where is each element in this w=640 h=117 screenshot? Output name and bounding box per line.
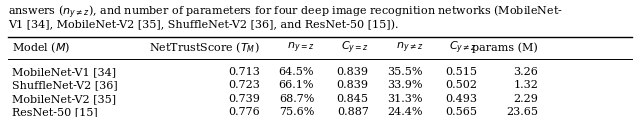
Text: 64.5%: 64.5% (279, 67, 314, 77)
Text: $C_{y=z}$: $C_{y=z}$ (340, 39, 369, 56)
Text: 23.65: 23.65 (506, 107, 538, 117)
Text: 75.6%: 75.6% (279, 107, 314, 117)
Text: 1.32: 1.32 (513, 80, 538, 90)
Text: $n_{y=z}$: $n_{y=z}$ (287, 40, 314, 55)
Text: 0.723: 0.723 (228, 80, 260, 90)
Text: 2.29: 2.29 (513, 94, 538, 104)
Text: V1 [34], MobileNet-V2 [35], ShuffleNet-V2 [36], and ResNet-50 [15]).: V1 [34], MobileNet-V2 [35], ShuffleNet-V… (8, 20, 398, 30)
Text: 0.839: 0.839 (337, 67, 369, 77)
Text: 68.7%: 68.7% (279, 94, 314, 104)
Text: answers ($n_{y\neq z}$), and number of parameters for four deep image recognitio: answers ($n_{y\neq z}$), and number of p… (8, 4, 563, 21)
Text: 33.9%: 33.9% (388, 80, 423, 90)
Text: 0.502: 0.502 (445, 80, 477, 90)
Text: 0.839: 0.839 (337, 80, 369, 90)
Text: $C_{y\neq z}$: $C_{y\neq z}$ (449, 39, 477, 56)
Text: 0.845: 0.845 (337, 94, 369, 104)
Text: 0.515: 0.515 (445, 67, 477, 77)
Text: 0.776: 0.776 (228, 107, 260, 117)
Text: 0.565: 0.565 (445, 107, 477, 117)
Text: NetTrustScore ($T_M$): NetTrustScore ($T_M$) (149, 40, 260, 55)
Text: 31.3%: 31.3% (388, 94, 423, 104)
Text: ResNet-50 [15]: ResNet-50 [15] (12, 107, 97, 117)
Text: 3.26: 3.26 (513, 67, 538, 77)
Text: $n_{y\neq z}$: $n_{y\neq z}$ (396, 40, 423, 55)
Text: params (M): params (M) (472, 42, 538, 53)
Text: MobileNet-V1 [34]: MobileNet-V1 [34] (12, 67, 116, 77)
Text: 24.4%: 24.4% (388, 107, 423, 117)
Text: 0.887: 0.887 (337, 107, 369, 117)
Text: 0.739: 0.739 (228, 94, 260, 104)
Text: ShuffleNet-V2 [36]: ShuffleNet-V2 [36] (12, 80, 117, 90)
Text: 35.5%: 35.5% (388, 67, 423, 77)
Text: 0.493: 0.493 (445, 94, 477, 104)
Text: MobileNet-V2 [35]: MobileNet-V2 [35] (12, 94, 116, 104)
Text: 66.1%: 66.1% (279, 80, 314, 90)
Text: Model ($M$): Model ($M$) (12, 40, 70, 55)
Text: 0.713: 0.713 (228, 67, 260, 77)
